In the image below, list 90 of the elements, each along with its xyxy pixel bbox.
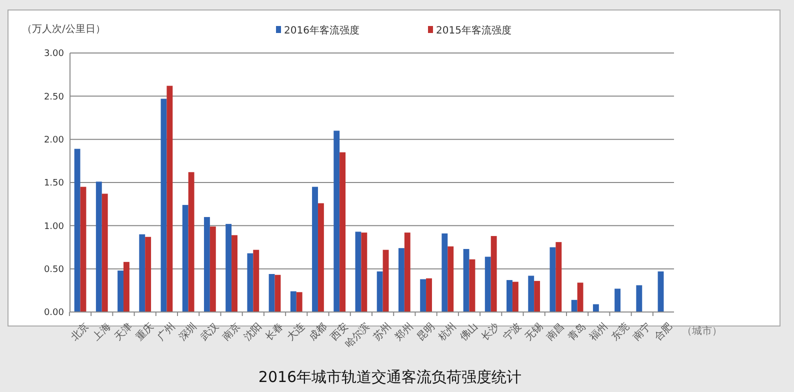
x-tick-label: 天津	[112, 320, 135, 344]
bar	[484, 256, 491, 312]
bar	[210, 226, 216, 312]
bar	[376, 271, 383, 312]
bar	[420, 279, 426, 312]
bar	[318, 203, 324, 312]
x-axis-title: （城市）	[682, 325, 722, 337]
bar	[636, 285, 642, 312]
bar	[614, 288, 621, 312]
bar	[139, 234, 146, 312]
bar	[290, 291, 296, 312]
bar	[96, 182, 102, 312]
bar	[80, 186, 86, 312]
bar	[577, 282, 584, 312]
bar	[204, 217, 210, 312]
bar	[145, 236, 152, 312]
bar	[188, 172, 194, 312]
x-tick-label: 无锡	[523, 321, 546, 344]
x-tick-label: 杭州	[435, 320, 459, 344]
x-tick-label: 广州	[155, 320, 178, 344]
y-tick-label: 0.50	[44, 264, 64, 275]
y-axis-title: （万人次/公里日）	[22, 23, 106, 35]
bar	[556, 242, 562, 312]
bar	[340, 152, 346, 312]
bar	[404, 232, 410, 312]
legend-label: 2016年客流强度	[284, 24, 360, 36]
bar	[226, 224, 232, 312]
bar	[469, 259, 476, 312]
bar	[182, 204, 188, 312]
x-tick-label: 武汉	[198, 320, 221, 344]
bar	[160, 98, 167, 312]
x-tick-label: 东莞	[608, 320, 632, 344]
bar	[232, 235, 238, 312]
x-tick-label: 福州	[587, 320, 610, 344]
bar	[534, 280, 540, 312]
bar	[571, 300, 578, 312]
y-tick-label: 3.00	[44, 49, 64, 60]
x-tick-label: 深圳	[176, 320, 200, 344]
y-tick-label: 0.00	[44, 308, 64, 318]
bar	[463, 248, 470, 312]
text: 2016年城市轨道交通客流负荷强度统计	[258, 368, 522, 386]
bar	[506, 280, 512, 312]
bar	[296, 292, 302, 312]
x-tick-label: 大连	[284, 320, 308, 344]
x-tick-label: 南昌	[544, 320, 567, 344]
bar	[361, 232, 368, 312]
bar	[448, 246, 454, 312]
bar	[274, 274, 281, 312]
bar	[334, 130, 340, 312]
y-tick-label: 2.00	[44, 135, 64, 146]
bar	[490, 236, 497, 312]
x-tick-label: 北京	[68, 320, 92, 344]
bar	[247, 253, 254, 312]
bar	[426, 278, 432, 312]
x-tick-label: 成都	[306, 320, 330, 344]
y-tick-label: 1.00	[44, 222, 64, 232]
bar	[102, 194, 108, 312]
x-tick-label: 宁波	[500, 320, 524, 344]
bar	[118, 270, 124, 312]
bar	[382, 250, 389, 312]
x-tick-label: 上海	[90, 320, 113, 344]
x-tick-label: 长春	[263, 320, 286, 344]
x-tick-label: 南宁	[630, 320, 654, 344]
x-tick-label: 合肥	[652, 320, 675, 344]
bar	[166, 86, 173, 312]
bar	[592, 304, 599, 312]
bar	[658, 271, 664, 312]
x-tick-label: 佛山	[458, 320, 480, 344]
bar	[123, 262, 130, 312]
bar	[512, 282, 518, 312]
bar	[355, 232, 362, 312]
bar	[268, 274, 275, 312]
bar	[398, 248, 404, 312]
x-tick-label: 昆明	[415, 321, 438, 344]
bar	[312, 186, 318, 312]
x-tick-label: 长沙	[479, 320, 502, 344]
bar	[442, 233, 448, 312]
x-tick-label: 苏州	[371, 320, 394, 344]
legend-label: 2015年客流强度	[436, 24, 512, 36]
bar	[550, 247, 556, 312]
y-tick-label: 1.50	[44, 178, 64, 189]
x-tick-label: 郑州	[392, 320, 416, 344]
y-tick-label: 2.50	[44, 92, 64, 102]
x-tick-label: 重庆	[134, 320, 156, 344]
bar	[74, 148, 80, 312]
bar	[528, 276, 534, 312]
x-tick-label: 沈阳	[242, 320, 264, 344]
x-tick-label: 南京	[220, 320, 243, 344]
x-tick-label: 青岛	[566, 320, 588, 344]
bar	[253, 250, 260, 312]
